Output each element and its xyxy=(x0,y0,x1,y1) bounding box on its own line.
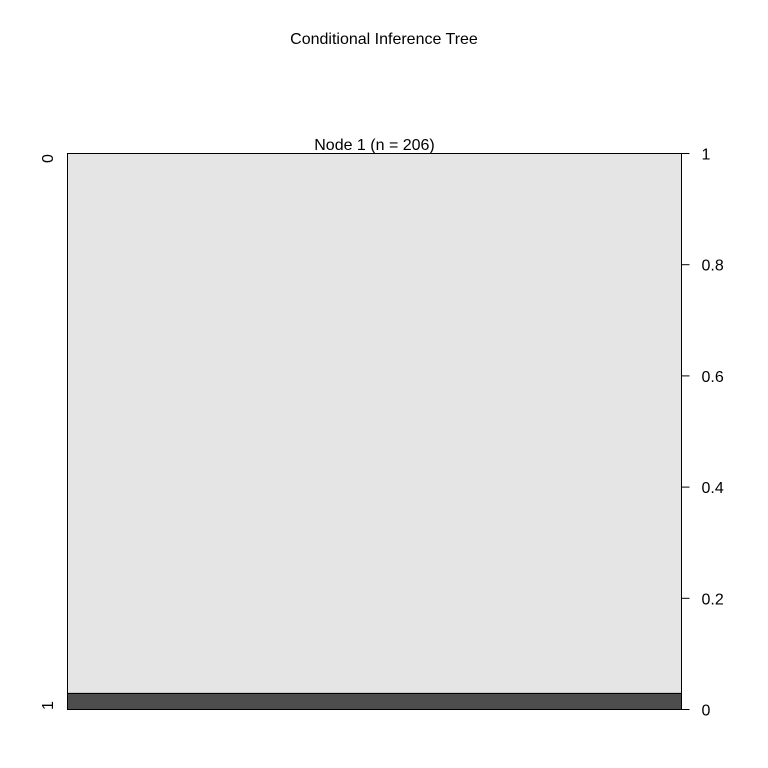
node-label: Node 1 (n = 206) xyxy=(314,137,435,154)
right-axis: 0 0.2 0.4 0.6 0.8 1 xyxy=(681,147,724,720)
y-tick-label: 0.2 xyxy=(702,591,724,608)
category-labels: 01 xyxy=(40,154,57,710)
chart-title: Conditional Inference Tree xyxy=(290,31,478,48)
y-tick-label: 1 xyxy=(702,147,711,164)
bar-segment-1 xyxy=(67,692,682,710)
category-label-1: 1 xyxy=(40,701,57,710)
y-tick-label: 0 xyxy=(702,703,711,720)
y-tick-label: 0.8 xyxy=(702,258,724,275)
stacked-bar-segments xyxy=(67,153,682,710)
bar-segment-0 xyxy=(67,153,682,694)
y-tick-label: 0.4 xyxy=(702,480,724,497)
y-tick-label: 0.6 xyxy=(702,369,724,386)
category-label-0: 0 xyxy=(40,154,57,163)
